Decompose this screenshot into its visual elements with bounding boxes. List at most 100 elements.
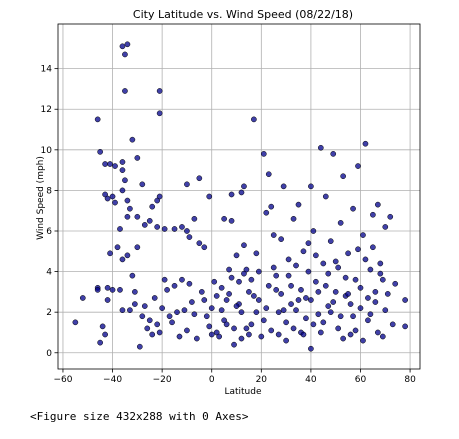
data-point <box>176 333 183 340</box>
data-point <box>360 232 366 238</box>
data-point <box>352 276 359 283</box>
data-point <box>79 295 86 301</box>
data-point <box>295 201 302 208</box>
data-point <box>119 307 126 313</box>
data-point <box>253 250 260 257</box>
data-point <box>362 140 369 147</box>
x-tick-label: 0 <box>209 375 215 385</box>
data-point <box>382 307 389 313</box>
data-point <box>325 303 332 309</box>
data-point <box>270 264 277 271</box>
data-point <box>255 297 262 303</box>
data-point <box>156 329 163 336</box>
data-point <box>335 325 342 332</box>
data-point <box>246 331 252 338</box>
data-point <box>325 270 332 277</box>
data-point <box>129 272 136 279</box>
data-point <box>104 297 111 303</box>
data-point <box>228 218 235 224</box>
data-point <box>251 116 257 123</box>
data-point <box>184 181 190 188</box>
data-point <box>134 244 141 251</box>
data-point <box>290 325 297 332</box>
x-tick-label: 40 <box>305 375 317 385</box>
data-point <box>166 313 173 320</box>
data-point <box>213 293 220 299</box>
data-point <box>238 309 245 316</box>
data-point <box>218 284 225 291</box>
data-point <box>139 313 146 320</box>
data-point <box>169 319 175 326</box>
data-point <box>211 278 218 285</box>
data-point <box>119 167 126 173</box>
data-point <box>161 276 168 283</box>
data-point <box>280 183 287 190</box>
data-point <box>330 151 337 157</box>
data-point <box>154 197 161 204</box>
data-point <box>248 276 255 283</box>
data-point <box>134 213 141 220</box>
data-point <box>191 311 198 318</box>
data-point <box>387 213 394 220</box>
data-point <box>342 274 349 281</box>
data-point <box>317 144 324 151</box>
data-point <box>161 226 168 232</box>
plot-frame <box>57 23 421 370</box>
data-point <box>367 266 374 273</box>
data-point <box>159 305 165 311</box>
x-tick-label: −60 <box>53 375 72 385</box>
data-point <box>196 240 203 247</box>
data-point <box>293 262 299 269</box>
data-point <box>303 295 309 301</box>
data-point <box>315 289 322 295</box>
data-point <box>308 345 314 352</box>
data-point <box>243 266 250 273</box>
data-point <box>337 220 344 226</box>
data-point <box>109 193 116 200</box>
data-point <box>330 299 337 305</box>
data-point <box>350 205 356 212</box>
data-point <box>265 282 272 289</box>
data-point <box>372 299 379 305</box>
data-point <box>117 287 123 293</box>
data-point <box>124 252 131 259</box>
y-tick-label: 10 <box>41 146 53 156</box>
data-point <box>265 171 272 178</box>
data-point <box>298 287 304 293</box>
data-point <box>305 240 312 247</box>
data-point <box>288 282 294 289</box>
data-point <box>213 329 220 336</box>
data-point <box>134 155 141 161</box>
data-point <box>221 215 227 222</box>
x-tick-label: −40 <box>103 375 122 385</box>
data-point <box>283 337 289 344</box>
data-point <box>107 250 113 257</box>
data-point <box>392 280 399 287</box>
data-point <box>122 177 128 184</box>
data-point <box>377 260 384 267</box>
data-point <box>345 291 351 297</box>
data-point <box>226 266 232 273</box>
data-point <box>238 335 245 342</box>
data-point <box>191 215 198 222</box>
data-point <box>260 151 267 157</box>
data-point <box>156 88 163 94</box>
data-point <box>146 218 153 224</box>
data-point <box>94 116 101 123</box>
data-point <box>72 319 79 326</box>
data-point <box>379 276 386 283</box>
data-point <box>129 136 136 143</box>
data-point <box>97 149 104 155</box>
data-point <box>327 309 334 316</box>
data-point <box>104 195 111 202</box>
x-tick-label: −20 <box>153 375 172 385</box>
data-point <box>241 242 247 249</box>
data-point <box>258 333 265 340</box>
data-point <box>365 295 371 301</box>
data-point <box>196 175 203 182</box>
data-point <box>132 289 138 295</box>
data-point <box>206 193 213 200</box>
data-point <box>109 287 116 293</box>
figure-caption: <Figure size 432x288 with 0 Axes> <box>30 410 249 423</box>
data-point <box>127 205 133 212</box>
